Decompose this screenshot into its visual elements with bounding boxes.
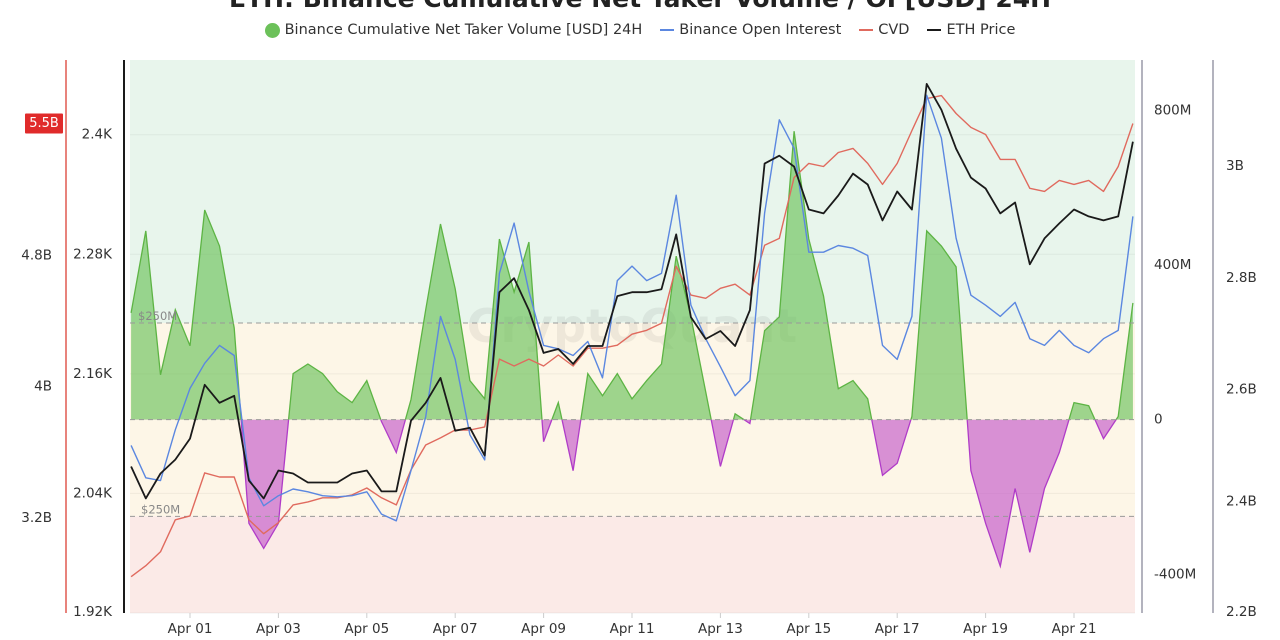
eth-price-tick-label: 2.16K xyxy=(73,366,113,382)
open-interest-line xyxy=(130,94,1134,522)
net-taker-positive-line xyxy=(130,131,1134,420)
open-interest-tick-label: 3B xyxy=(1226,158,1244,174)
x-tick-label: Apr 01 xyxy=(168,621,213,637)
legend-line-icon xyxy=(927,29,942,31)
x-tick-label: Apr 11 xyxy=(610,621,655,637)
cvd-line xyxy=(130,94,1134,578)
legend-line-icon xyxy=(859,29,874,31)
eth-price-tick-label: 2.04K xyxy=(73,485,113,501)
x-tick-label: Apr 21 xyxy=(1052,621,1097,637)
open-interest-tick-label: 2.2B xyxy=(1226,604,1257,620)
chart-title: ETH: Binance Cumulative Net Taker Volume… xyxy=(0,0,1280,13)
legend-item-eth-price[interactable]: ETH Price xyxy=(927,22,1015,38)
x-tick-label: Apr 19 xyxy=(963,621,1008,637)
legend-label: ETH Price xyxy=(946,22,1016,38)
net-taker-positive-area xyxy=(131,131,1133,420)
x-tick-label: Apr 09 xyxy=(521,621,566,637)
grid-lines xyxy=(130,134,1135,618)
open-interest-tick-label: 2.6B xyxy=(1226,382,1257,398)
net-taker-area: $250M $250M xyxy=(130,131,1135,569)
cvd-tick-label: 4B xyxy=(34,379,52,395)
zone-above-threshold xyxy=(130,60,1135,323)
legend-circle-icon xyxy=(264,22,280,38)
net-taker-tick-label: 800M xyxy=(1154,102,1191,118)
x-tick-label: Apr 05 xyxy=(344,621,389,637)
net-taker-negative-area xyxy=(241,419,1117,567)
legend-label: CVD xyxy=(878,22,910,38)
x-tick-label: Apr 03 xyxy=(256,621,301,637)
cvd-current-value-badge xyxy=(25,113,63,134)
legend-item-net-taker[interactable]: Binance Cumulative Net Taker Volume [USD… xyxy=(264,22,643,38)
x-tick-label: Apr 17 xyxy=(875,621,920,637)
legend-item-open-interest[interactable]: Binance Open Interest xyxy=(660,22,841,38)
x-tick-label: Apr 15 xyxy=(786,621,831,637)
threshold-label: $250M xyxy=(138,309,177,323)
series-lines xyxy=(130,83,1134,578)
legend: Binance Cumulative Net Taker Volume [USD… xyxy=(0,22,1280,38)
eth-price-tick-label: 2.4K xyxy=(82,127,113,143)
open-interest-tick-label: 2.8B xyxy=(1226,270,1257,286)
legend-label: Binance Cumulative Net Taker Volume [USD… xyxy=(284,22,643,38)
cvd-tick-label: 3.2B xyxy=(21,510,52,526)
zone-below-threshold xyxy=(130,516,1135,613)
eth-price-line xyxy=(130,83,1134,500)
x-tick-label: Apr 13 xyxy=(698,621,743,637)
x-tick-label: Apr 07 xyxy=(433,621,478,637)
legend-line-icon xyxy=(660,29,675,31)
cvd-tick-label: 4.8B xyxy=(21,247,52,263)
legend-item-cvd[interactable]: CVD xyxy=(859,22,909,38)
cvd-current-value-label: 5.5B xyxy=(29,116,59,131)
threshold-label: $250M xyxy=(141,502,180,516)
open-interest-tick-label: 2.4B xyxy=(1226,493,1257,509)
axes: 3.2B 4B 4.8B 1.92K 2.04K 2.16K 2.28K 2.4K -400M 0… xyxy=(21,60,1257,637)
net-taker-tick-label: 0 xyxy=(1154,412,1163,428)
eth-price-tick-label: 1.92K xyxy=(73,604,113,620)
net-taker-tick-label: 400M xyxy=(1154,257,1191,273)
net-taker-tick-label: -400M xyxy=(1154,566,1196,582)
legend-label: Binance Open Interest xyxy=(679,22,842,38)
eth-price-tick-label: 2.28K xyxy=(73,246,113,262)
